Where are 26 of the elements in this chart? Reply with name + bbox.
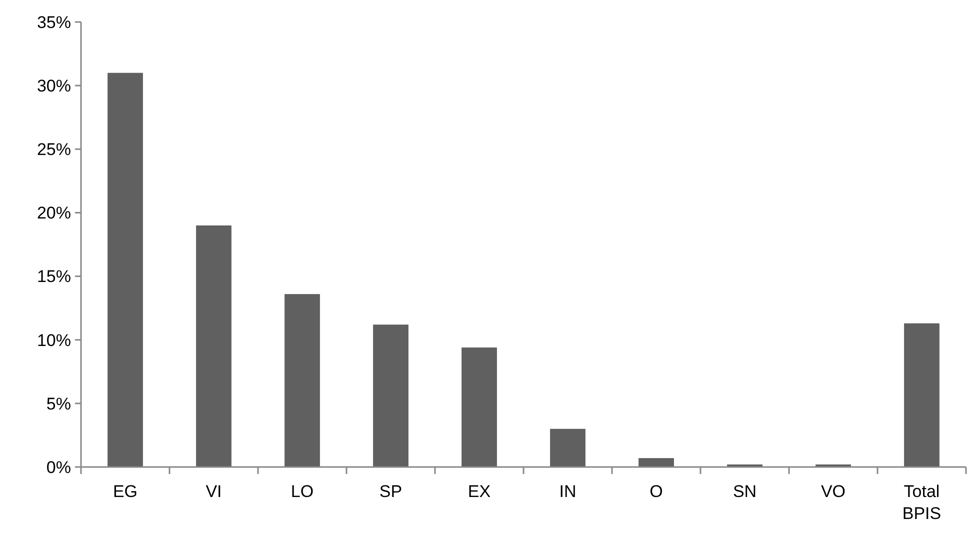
x-tick-label: O bbox=[650, 482, 663, 501]
x-tick-label: VI bbox=[206, 482, 222, 501]
bar bbox=[284, 294, 320, 467]
y-tick-label: 35% bbox=[36, 12, 71, 32]
y-tick-label: 5% bbox=[46, 394, 71, 414]
y-tick-label: 10% bbox=[36, 330, 71, 350]
y-tick-label: 15% bbox=[36, 267, 71, 286]
x-tick-label: EX bbox=[468, 482, 491, 501]
y-tick-label: 20% bbox=[36, 204, 71, 223]
bar bbox=[108, 72, 143, 467]
x-tick-label: VO bbox=[820, 482, 846, 501]
x-tick-label: Total BPIS bbox=[902, 482, 942, 524]
y-tick-label: 30% bbox=[36, 76, 71, 96]
y-tick-label: 25% bbox=[36, 140, 71, 160]
x-tick-label: LO bbox=[290, 482, 314, 501]
y-tick-label: 0% bbox=[46, 458, 71, 477]
bar bbox=[904, 323, 940, 467]
bar bbox=[373, 324, 408, 467]
bar bbox=[638, 458, 674, 467]
x-tick-label: EG bbox=[112, 482, 138, 501]
bar bbox=[462, 347, 497, 467]
x-tick-label: SN bbox=[732, 482, 757, 501]
bar bbox=[196, 225, 232, 467]
bar bbox=[550, 428, 586, 467]
x-tick-label: IN bbox=[559, 482, 576, 501]
x-tick-label: SP bbox=[379, 482, 402, 501]
